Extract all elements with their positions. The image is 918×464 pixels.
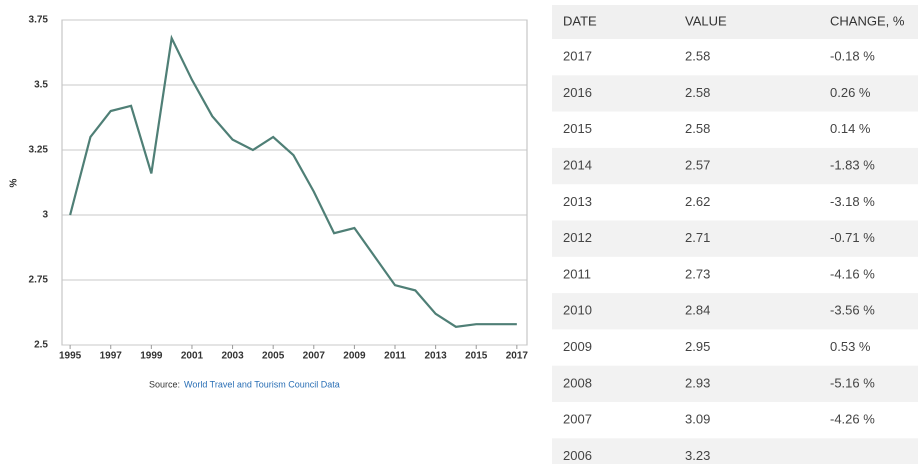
- table-header: VALUE: [685, 13, 727, 28]
- table-cell: 2.71: [685, 230, 710, 245]
- table-cell: 2015: [563, 121, 592, 136]
- table-cell: 2.58: [685, 85, 710, 100]
- y-axis-label: %: [9, 178, 20, 187]
- x-tick-label: 2003: [221, 351, 244, 362]
- table-cell: 2.62: [685, 194, 710, 209]
- table-cell: 2014: [563, 157, 592, 172]
- x-tick-label: 1997: [100, 351, 123, 362]
- x-tick-label: 2017: [506, 351, 529, 362]
- table-cell: -3.18 %: [830, 194, 875, 209]
- table-row-bg: [552, 220, 918, 257]
- table-cell: 2.73: [685, 266, 710, 281]
- table-cell: 2011: [563, 266, 591, 281]
- x-tick-label: 2013: [424, 351, 447, 362]
- table-cell: 2.57: [685, 157, 710, 172]
- table-row-bg: [552, 293, 918, 330]
- table-cell: 2007: [563, 412, 592, 427]
- table-cell: -4.26 %: [830, 412, 875, 427]
- table-row-bg: [552, 75, 918, 112]
- table-cell: 2012: [563, 230, 592, 245]
- x-tick-label: 2011: [384, 351, 406, 362]
- table-cell: 2.84: [685, 303, 710, 318]
- table-cell: 2006: [563, 448, 592, 463]
- table-cell: 0.14 %: [830, 121, 871, 136]
- table-cell: -3.56 %: [830, 303, 875, 318]
- table-header: CHANGE, %: [830, 13, 905, 28]
- table-cell: 2009: [563, 339, 592, 354]
- y-tick-label: 3.25: [29, 145, 49, 156]
- table-cell: 2.58: [685, 121, 710, 136]
- table-cell: 2.58: [685, 49, 710, 64]
- y-tick-label: 3.5: [34, 80, 48, 91]
- y-tick-label: 2.75: [29, 275, 49, 286]
- table-cell: 3.23: [685, 448, 710, 463]
- table-cell: -0.18 %: [830, 49, 875, 64]
- table-row-bg: [552, 365, 918, 402]
- table-cell: 2017: [563, 49, 592, 64]
- table-cell: 2013: [563, 194, 592, 209]
- table-cell: 2010: [563, 303, 592, 318]
- plot-frame: [61, 19, 528, 346]
- table-row-bg: [552, 147, 918, 185]
- x-tick-label: 1999: [140, 351, 163, 362]
- x-tick-label: 1995: [59, 351, 82, 362]
- x-tick-label: 2001: [181, 351, 204, 362]
- table-cell: -4.16 %: [830, 266, 875, 281]
- y-tick-label: 3: [42, 210, 48, 221]
- table-row-bg: [552, 438, 918, 464]
- source-label: Source:: [149, 379, 180, 389]
- table-cell: -1.83 %: [830, 157, 875, 172]
- table-cell: -0.71 %: [830, 230, 875, 245]
- table-header-bg: [552, 5, 918, 39]
- source-link: World Travel and Tourism Council Data: [184, 379, 340, 389]
- table-cell: 2008: [563, 375, 592, 390]
- table-cell: 2016: [563, 85, 592, 100]
- x-tick-label: 2005: [262, 351, 285, 362]
- y-tick-label: 2.5: [34, 340, 48, 351]
- x-tick-label: 2015: [465, 351, 488, 362]
- table-cell: 3.09: [685, 412, 710, 427]
- x-tick-label: 2007: [303, 351, 326, 362]
- table-header: DATE: [563, 13, 597, 28]
- table-cell: 0.26 %: [830, 85, 871, 100]
- y-tick-label: 3.75: [29, 15, 49, 26]
- table-cell: 2.93: [685, 375, 710, 390]
- table-cell: -5.16 %: [830, 375, 875, 390]
- table-cell: 0.53 %: [830, 339, 871, 354]
- x-tick-label: 2009: [343, 351, 366, 362]
- data-line: [69, 34, 517, 328]
- table-cell: 2.95: [685, 339, 710, 354]
